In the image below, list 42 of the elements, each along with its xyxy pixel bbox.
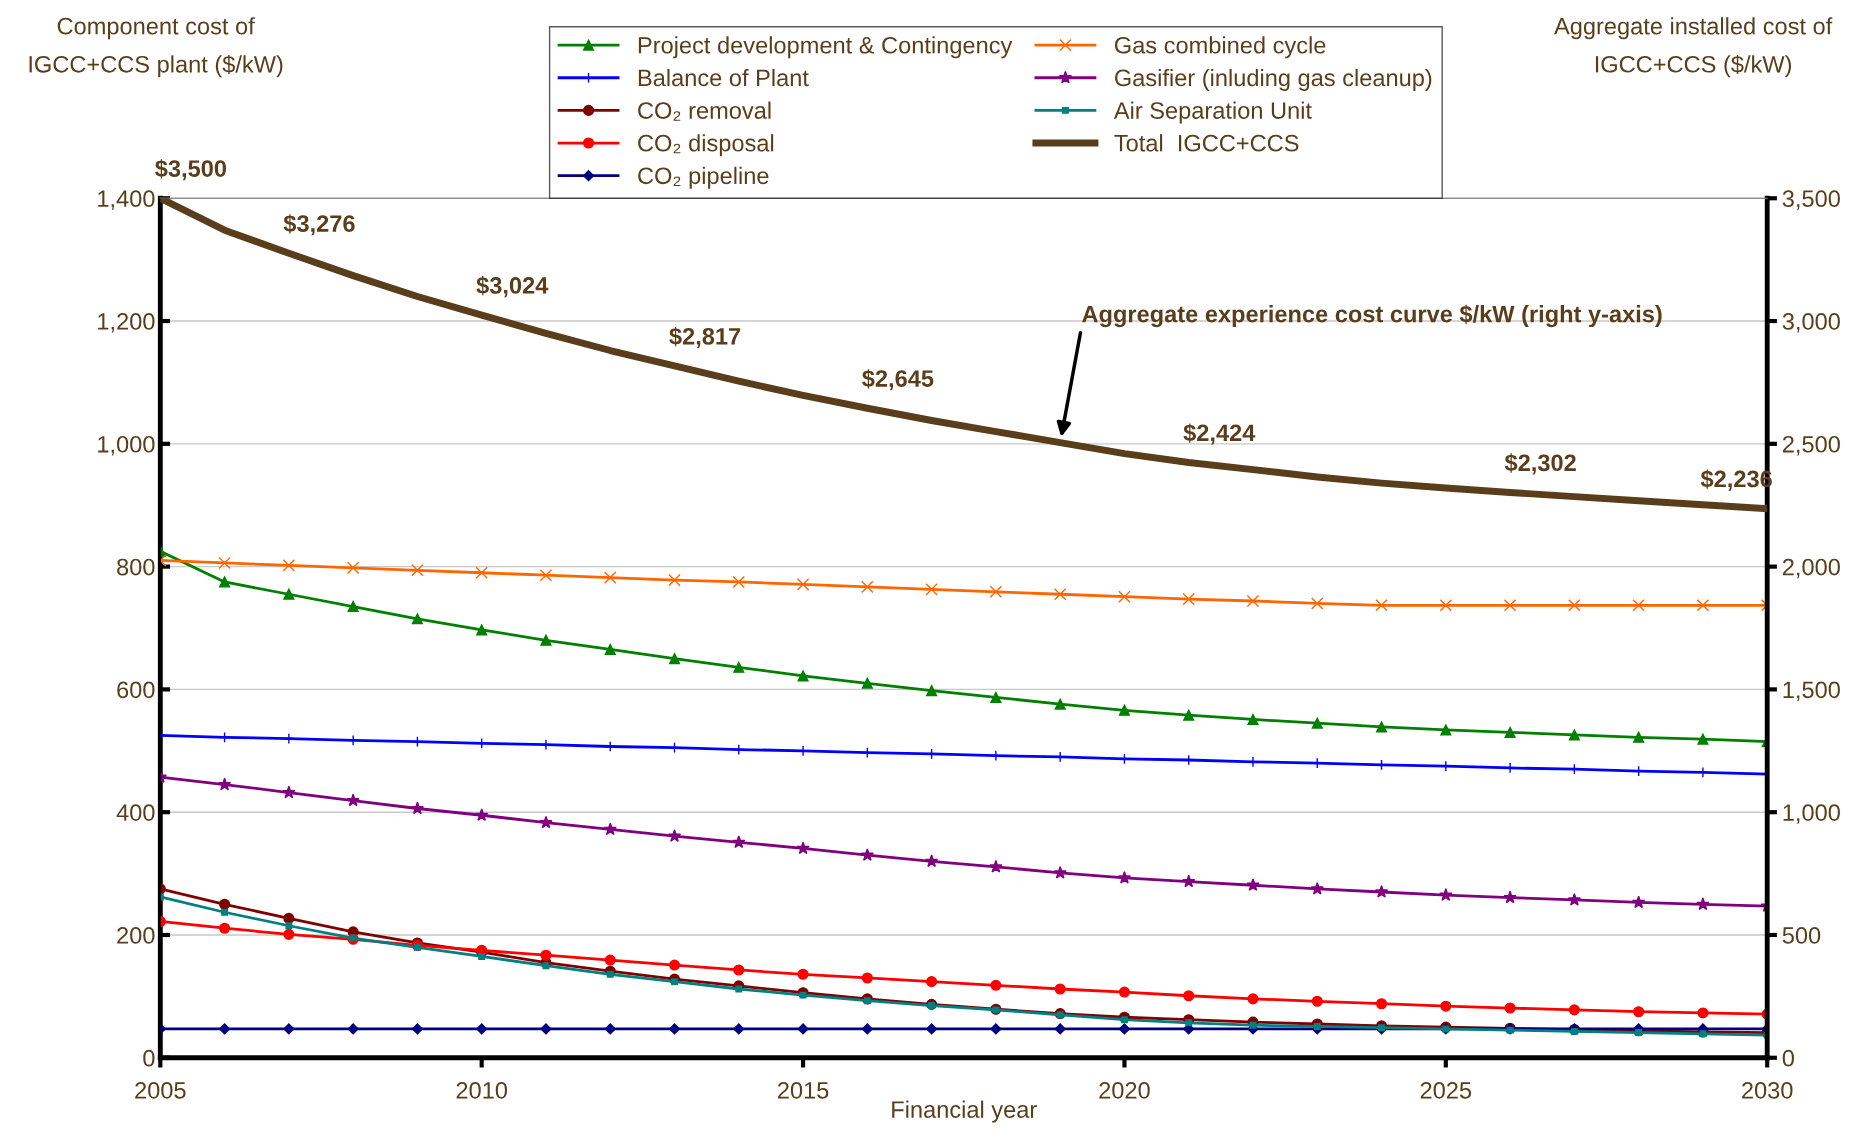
data-label: $2,817	[669, 326, 741, 349]
y-tick-label: 200	[117, 927, 155, 944]
y-tick-label: 1,200	[98, 313, 155, 333]
y2-tick-label: 0	[1782, 1049, 1794, 1067]
y-tick-label: 800	[117, 558, 155, 576]
y-tick-label: 1,000	[98, 435, 155, 456]
data-label: $3,500	[155, 159, 227, 181]
y2-axis-title: Aggregate installed cost of IGCC+CCS ($/kW)	[1554, 17, 1833, 78]
x-tick-label: 2015	[777, 1081, 829, 1099]
data-label: $3,276	[283, 214, 355, 236]
data-label: $2,645	[862, 369, 934, 391]
y-tick-label: 1,400	[98, 190, 155, 210]
legend-label: CO₂ pipeline	[638, 166, 769, 189]
legend-label: Gasifier (inluding gas cleanup)	[1115, 68, 1432, 91]
y-tick-label: 600	[117, 681, 155, 699]
y2-tick-label: 3,000	[1782, 313, 1840, 333]
legend-label: CO₂ disposal	[638, 134, 774, 157]
y2-tick-label: 500	[1782, 927, 1821, 944]
data-label: $2,302	[1504, 453, 1576, 475]
annotation: Aggregate experience cost curve $/kW (right y-axis)	[1082, 304, 1662, 328]
y-tick-label: 400	[116, 804, 155, 821]
legend-label: Total IGCC+CCS	[1114, 134, 1299, 152]
legend-label: Balance of Plant	[638, 68, 809, 87]
y2-tick-label: 2,500	[1782, 435, 1840, 456]
y2-tick-label: 1,000	[1783, 804, 1840, 824]
x-tick-label: 2025	[1420, 1081, 1472, 1099]
x-tick-label: 2005	[135, 1081, 186, 1099]
data-label: $2,424	[1183, 423, 1256, 445]
y2-tick-label: 2,000	[1782, 558, 1840, 579]
x-tick-label: 2010	[456, 1081, 508, 1099]
legend-label: Project development & Contingency	[638, 36, 1013, 59]
legend-label: Air Separation Unit	[1113, 101, 1312, 124]
x-tick-label: 2020	[1099, 1081, 1150, 1099]
y2-tick-label: 1,500	[1783, 681, 1840, 701]
y2-tick-label: 3,500	[1782, 190, 1840, 210]
x-tick-label: 2030	[1742, 1081, 1793, 1099]
y-axis-title: Component cost of IGCC+CCS plant ($/kW)	[29, 17, 283, 78]
legend-label: Gas combined cycle	[1115, 36, 1326, 59]
legend-label: CO₂ removal	[638, 101, 771, 121]
y-tick-label: 0	[143, 1049, 155, 1067]
x-axis-title: Financial year	[892, 1100, 1037, 1123]
data-label: $3,024	[476, 276, 549, 298]
